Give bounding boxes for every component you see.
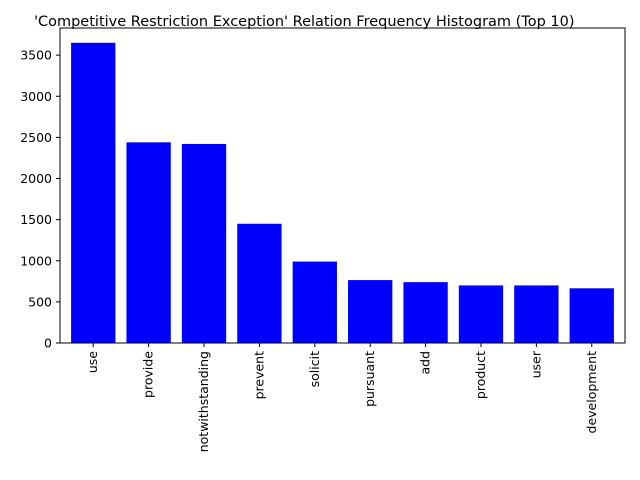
y-tick-label: 2500 <box>20 130 52 145</box>
bar-product <box>458 285 504 343</box>
y-tick-label: 3500 <box>20 48 52 63</box>
y-tick-label: 2000 <box>20 171 52 186</box>
bar-notwithstanding <box>181 143 227 343</box>
x-tick-label: development <box>584 351 599 434</box>
plot-frame <box>59 27 626 344</box>
bar-add <box>403 282 448 343</box>
x-tick-label: add <box>418 351 433 375</box>
bars-group <box>71 42 614 344</box>
y-tick-label: 500 <box>28 294 52 309</box>
y-tick-label: 1000 <box>20 253 52 268</box>
y-tick-label: 1500 <box>20 212 52 227</box>
x-tick-label: solicit <box>307 351 322 387</box>
x-tick-label: prevent <box>251 351 266 399</box>
bar-provide <box>126 142 171 343</box>
bar-user <box>514 285 559 343</box>
y-tick-label: 0 <box>44 336 52 351</box>
x-tick-label: notwithstanding <box>196 351 211 452</box>
x-tick-label: user <box>528 350 543 378</box>
bar-prevent <box>237 223 282 343</box>
x-tick-label: use <box>85 351 100 373</box>
bar-pursuant <box>348 280 393 343</box>
x-axis: use provide notwithstanding prevent solicit p… <box>85 343 599 452</box>
bar-solicit <box>292 261 337 343</box>
chart-title: 'Competitive Restriction Exception' Rela… <box>34 14 575 30</box>
x-tick-label: product <box>473 351 488 399</box>
bar-development <box>569 288 614 343</box>
x-tick-label: provide <box>141 351 156 398</box>
bar-use <box>71 42 116 344</box>
y-tick-label: 3000 <box>20 89 52 104</box>
x-tick-label: pursuant <box>362 351 377 407</box>
y-axis: 0 500 1000 1500 2000 2500 3000 3500 <box>20 48 60 351</box>
